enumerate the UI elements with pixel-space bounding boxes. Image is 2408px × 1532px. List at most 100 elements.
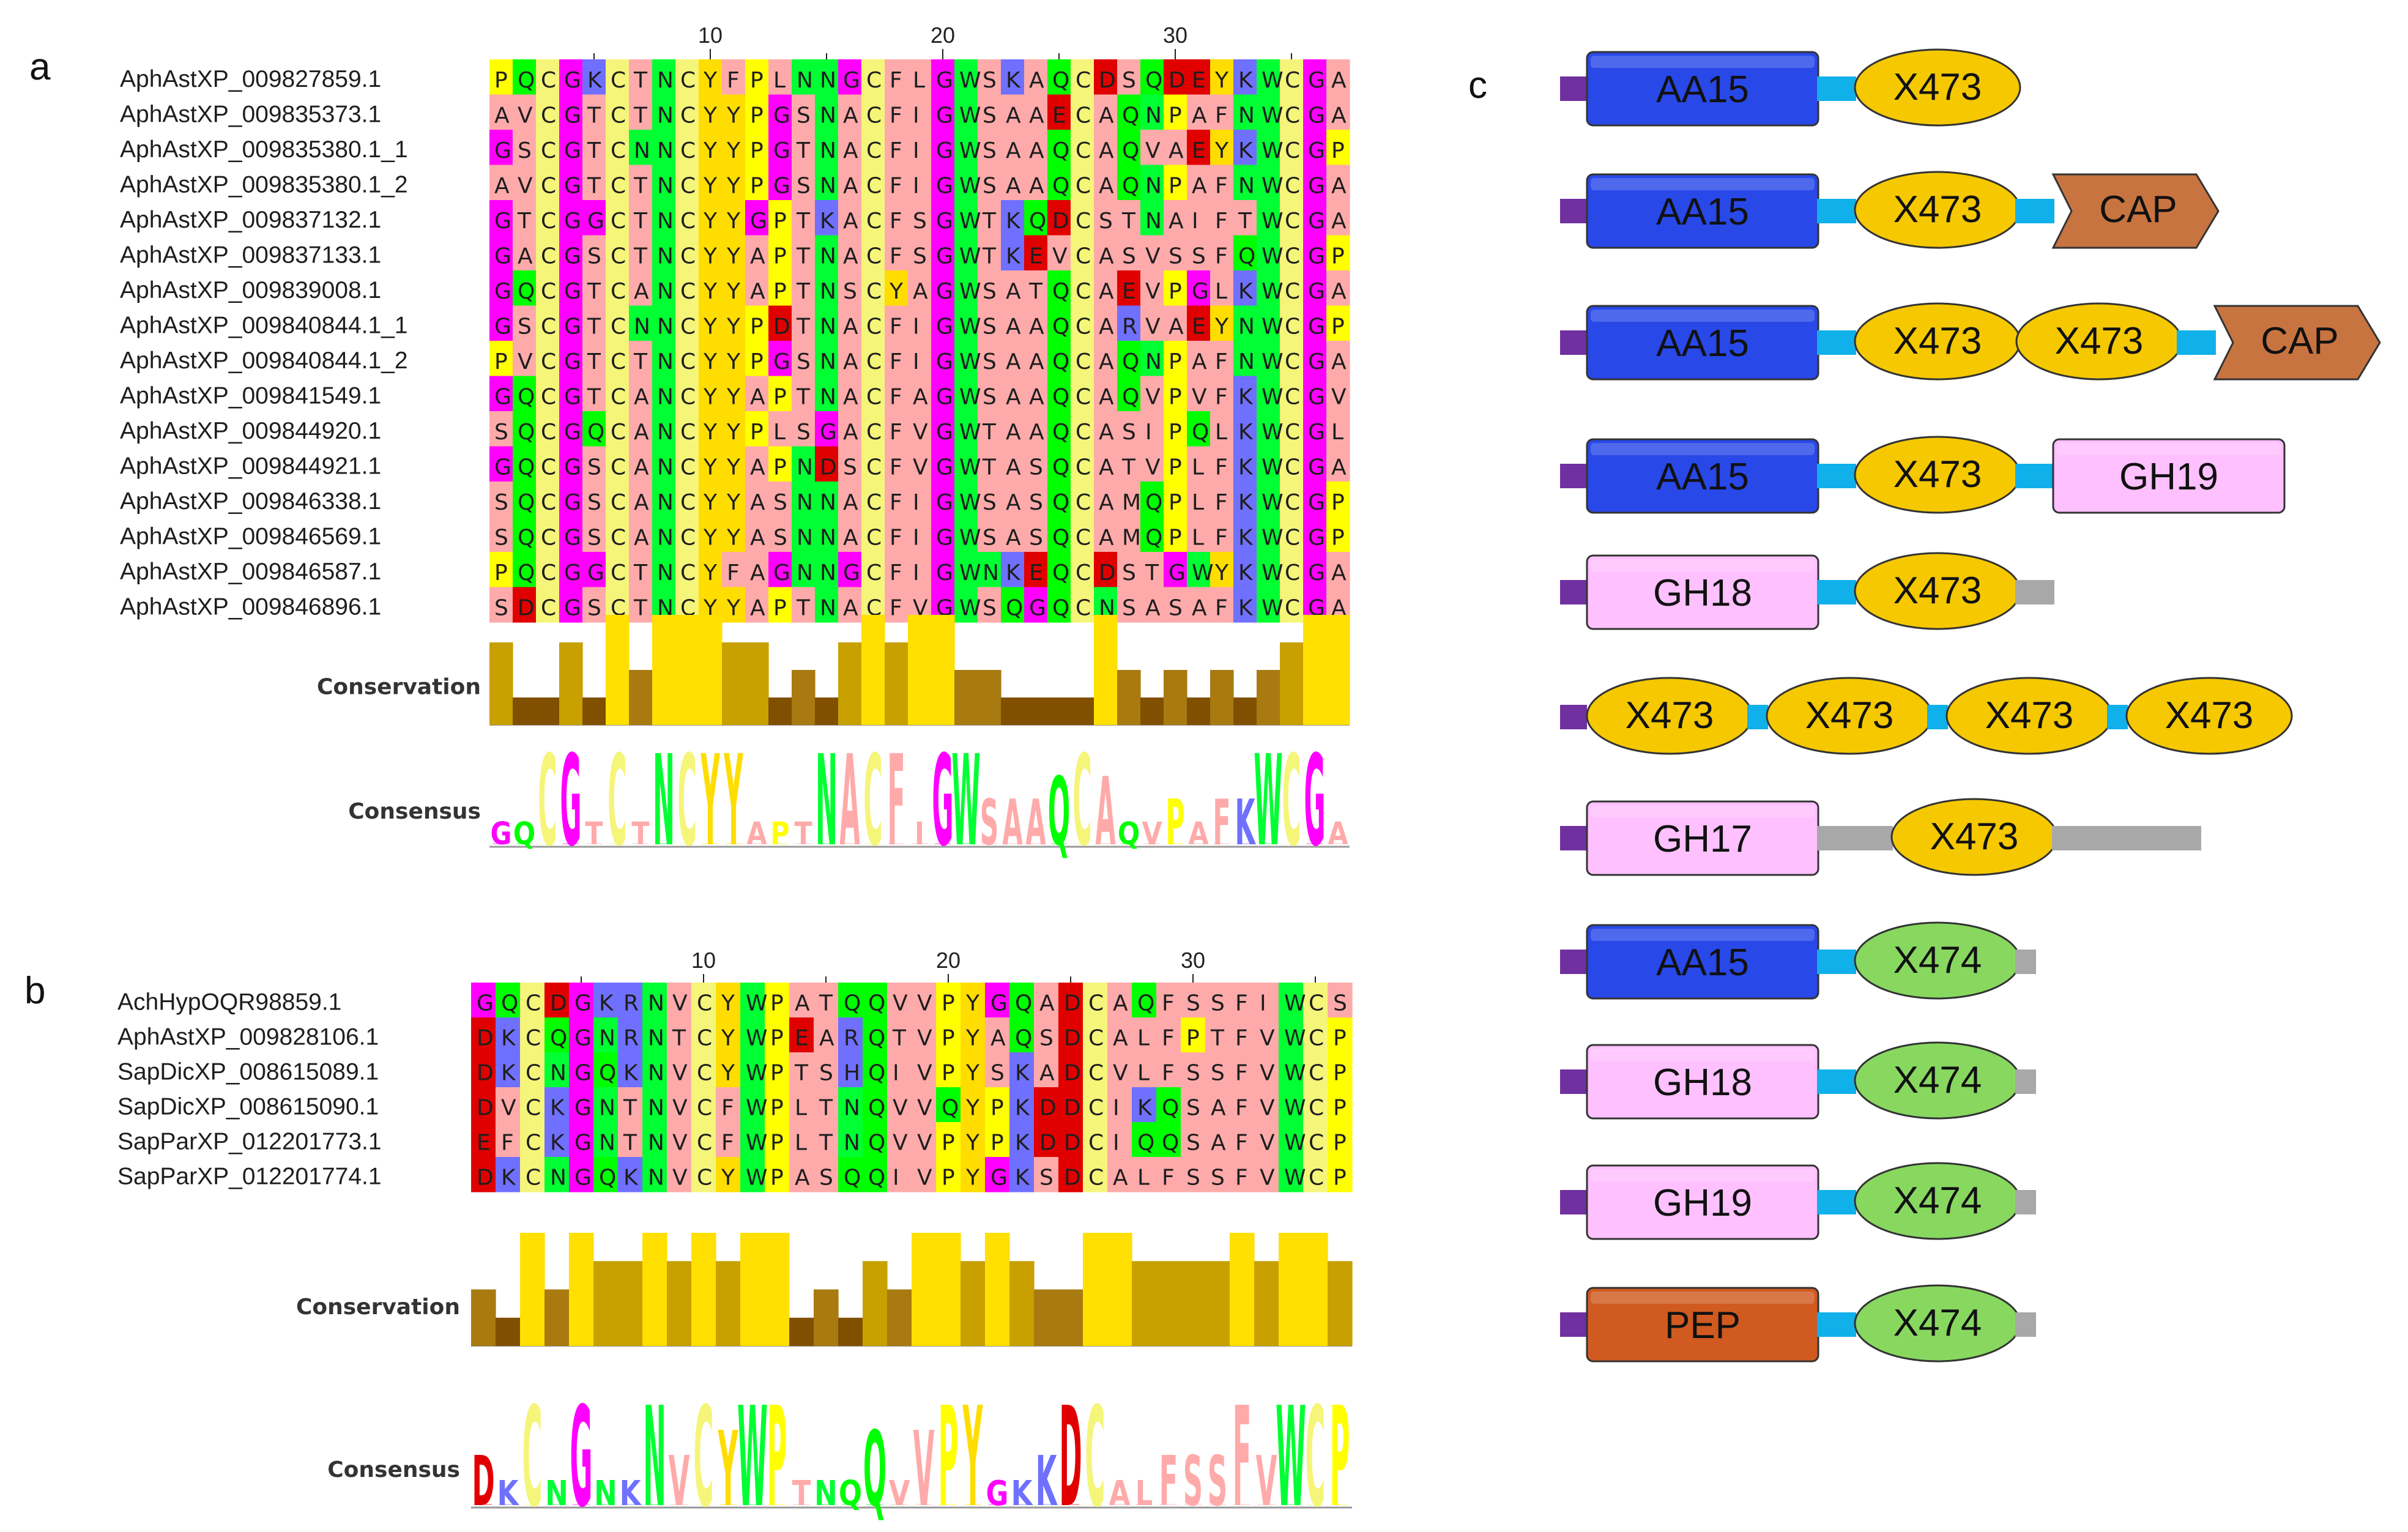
residue-cell xyxy=(936,1157,961,1192)
residue-cell xyxy=(1094,482,1118,518)
residue-cell xyxy=(675,165,699,201)
residue-cell xyxy=(745,200,769,236)
consensus-logo-minor xyxy=(493,843,509,844)
residue-cell xyxy=(1009,1157,1035,1192)
residue-cell xyxy=(520,1122,545,1158)
residue-cell xyxy=(745,165,769,201)
residue-cell xyxy=(931,270,955,307)
residue-cell xyxy=(1257,165,1280,201)
consensus-logo-letter: P xyxy=(938,1378,959,1532)
residue-cell xyxy=(1009,983,1035,1018)
residue-cell xyxy=(1279,983,1304,1018)
consensus-logo-letter: C xyxy=(1305,1378,1325,1532)
residue-cell xyxy=(1024,305,1048,341)
residue-cell xyxy=(606,305,630,341)
linker-segment xyxy=(2107,705,2128,729)
residue-cell xyxy=(1094,411,1118,447)
residue-cell xyxy=(768,516,792,552)
consensus-logo-minor xyxy=(1121,843,1137,844)
sequence-name: AphAstXP_009844921.1 xyxy=(120,453,381,479)
residue-cell xyxy=(815,235,839,271)
residue-cell xyxy=(1233,516,1257,552)
residue-cell xyxy=(1117,59,1141,95)
residue-cell xyxy=(815,516,839,552)
residue-cell xyxy=(978,235,1001,271)
residue-cell xyxy=(1233,94,1257,130)
residue-cell xyxy=(629,411,653,447)
consensus-label: Consensus xyxy=(348,799,481,824)
residue-cell xyxy=(489,552,513,588)
residue-cell xyxy=(722,270,746,307)
alignment-row: SDCGSCTNCYYAPTNACFVGWSQGQCNSASAFKWCGA xyxy=(489,587,1350,623)
domain-label: AA15 xyxy=(1656,942,1749,984)
domain-box-highlight xyxy=(1591,56,1815,68)
residue-cell xyxy=(908,552,932,588)
residue-cell xyxy=(815,341,839,377)
consensus-logo-letter: A xyxy=(746,815,767,852)
consensus-logo-letter: N xyxy=(545,1473,568,1514)
residue-cell xyxy=(814,1052,839,1088)
residue-cell xyxy=(1164,305,1187,341)
residue-cell xyxy=(838,235,862,271)
residue-cell xyxy=(1280,376,1304,412)
residue-cell xyxy=(838,587,862,623)
residue-cell xyxy=(496,1052,521,1088)
residue-cell xyxy=(629,341,653,377)
consensus-logo-minor xyxy=(1160,1504,1177,1505)
residue-cell xyxy=(954,130,978,166)
domain-label: AA15 xyxy=(1656,322,1749,365)
residue-cell xyxy=(1233,235,1257,271)
residue-cell xyxy=(1210,587,1234,623)
residue-cell xyxy=(699,59,723,95)
conservation-bar xyxy=(699,615,723,725)
residue-cell xyxy=(1164,235,1187,271)
consensus-label: Consensus xyxy=(327,1457,460,1482)
residue-cell xyxy=(1164,200,1187,236)
residue-cell xyxy=(885,270,909,307)
residue-cell xyxy=(978,587,1001,623)
residue-cell xyxy=(1094,130,1118,166)
conservation-bar xyxy=(814,1289,839,1346)
consensus-logo-letter: G xyxy=(1304,729,1325,874)
consensus-logo-letter: F xyxy=(1213,786,1230,859)
residue-cell xyxy=(1181,1087,1206,1123)
residue-cell xyxy=(1047,165,1071,201)
residue-cell xyxy=(1210,94,1234,130)
residue-cell xyxy=(699,411,723,447)
consensus-logo-minor xyxy=(1284,843,1299,844)
residue-cell xyxy=(536,411,560,447)
residue-cell xyxy=(1210,376,1234,412)
residue-cell xyxy=(667,1157,692,1192)
residue-cell xyxy=(642,1052,667,1088)
residue-cell xyxy=(861,235,885,271)
alignment-row: SQCGQCANCYYPLSGACFVGWTAAQCASIPQLKWCGL xyxy=(489,411,1350,447)
residue-cell xyxy=(1071,516,1094,552)
residue-cell xyxy=(885,59,909,95)
residue-cell xyxy=(861,165,885,201)
residue-cell xyxy=(1001,59,1025,95)
domain-label: X474 xyxy=(1893,939,1982,981)
consensus-logo-minor xyxy=(1233,1504,1250,1505)
conservation-bar xyxy=(513,697,537,725)
architecture-row: GH18 X474 xyxy=(1560,1041,2036,1120)
residue-cell xyxy=(1233,200,1257,236)
residue-cell xyxy=(985,1157,1010,1192)
residue-cell xyxy=(792,235,816,271)
residue-cell xyxy=(1233,130,1257,166)
consensus-logo-minor xyxy=(1062,1504,1079,1505)
residue-cell xyxy=(1303,446,1327,482)
consensus-logo-minor xyxy=(1184,1504,1202,1505)
conservation-bar xyxy=(1205,1261,1230,1346)
residue-cell xyxy=(1326,341,1350,377)
consensus-logo-minor xyxy=(1214,843,1230,844)
residue-cell xyxy=(675,59,699,95)
consensus-logo-minor xyxy=(1028,843,1044,844)
conservation-bar xyxy=(1254,1261,1279,1346)
conservation-bar xyxy=(908,615,932,725)
residue-cell xyxy=(978,482,1001,518)
residue-cell xyxy=(1140,59,1164,95)
consensus-logo-minor xyxy=(726,843,741,844)
consensus-logo-letter: K xyxy=(1036,1441,1058,1522)
residue-cell xyxy=(1107,1122,1132,1158)
consensus-logo-minor xyxy=(563,843,579,844)
